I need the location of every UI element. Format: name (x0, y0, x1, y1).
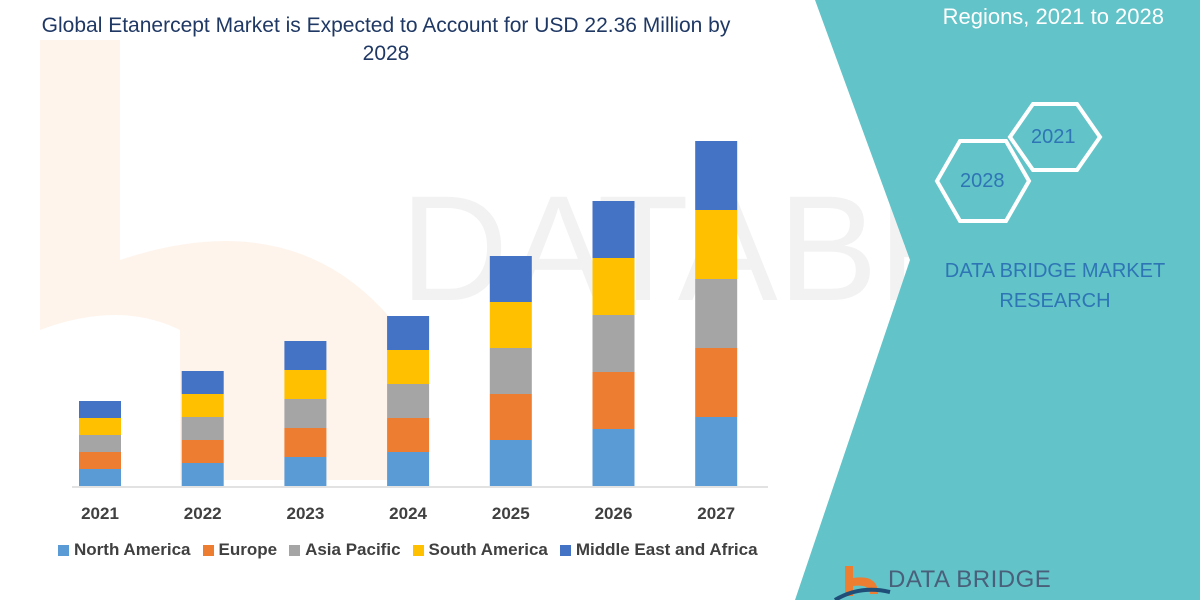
bar-segment-north-america-2024 (387, 452, 430, 486)
bar-segment-europe-2021 (79, 452, 121, 469)
legend-item: South America (412, 540, 548, 560)
x-tick-labels: 2021 2022 2023 2024 2025 2026 2027 (81, 504, 735, 523)
legend-label: North America (74, 540, 191, 559)
bar-segment-north-america-2021 (79, 469, 121, 486)
x-tick-label: 2026 (595, 504, 633, 523)
bar-segment-south-america-2022 (181, 394, 224, 417)
bar-segment-middle-east-and-africa-2024 (387, 316, 430, 350)
x-tick-label: 2023 (286, 504, 324, 523)
hex-label-2021: 2021 (1031, 126, 1076, 148)
logo-icon (833, 566, 891, 600)
bar-segment-middle-east-and-africa-2026 (592, 201, 635, 258)
bar-segment-south-america-2025 (489, 302, 532, 348)
bar-segment-middle-east-and-africa-2027 (695, 141, 738, 210)
bar-segment-asia-pacific-2027 (695, 279, 738, 348)
legend: North America Europe Asia Pacific South … (58, 540, 758, 560)
legend-label: Asia Pacific (305, 540, 401, 559)
bar-segment-europe-2024 (387, 418, 430, 452)
bar-segment-middle-east-and-africa-2025 (489, 256, 532, 302)
bar-segment-north-america-2027 (695, 417, 738, 486)
logo-text: DATA BRIDGE (888, 566, 1052, 593)
hexagon-2021 (1007, 102, 1103, 172)
bar-segment-south-america-2024 (387, 350, 430, 384)
bar-segment-europe-2027 (695, 348, 738, 417)
bar-segment-middle-east-and-africa-2022 (181, 371, 224, 394)
chart-title: Global Etanercept Market is Expected to … (41, 14, 731, 65)
legend-swatch (202, 544, 214, 556)
teal-side-panel (795, 0, 1200, 600)
bar-segment-europe-2026 (592, 372, 635, 429)
legend-item: Middle East and Africa (559, 540, 758, 560)
bar-segment-middle-east-and-africa-2021 (79, 401, 121, 418)
bar-segment-asia-pacific-2024 (387, 384, 430, 418)
legend-swatch (58, 544, 69, 556)
legend-item: Asia Pacific (289, 540, 401, 560)
bars-group (79, 141, 738, 486)
bar-segment-europe-2025 (489, 394, 532, 440)
bar-segment-asia-pacific-2021 (79, 435, 121, 452)
bar-segment-asia-pacific-2023 (284, 399, 327, 428)
bar-segment-south-america-2023 (284, 370, 327, 399)
side-title: Regions, 2021 to 2028 (942, 4, 1164, 29)
legend-swatch (289, 544, 301, 556)
legend-label: Europe (218, 540, 278, 559)
legend-item: North America (58, 540, 191, 560)
bar-segment-north-america-2026 (592, 429, 635, 486)
legend-label: South America (428, 540, 548, 559)
bar-segment-north-america-2022 (181, 463, 224, 486)
bar-segment-europe-2023 (284, 428, 327, 457)
bar-segment-europe-2022 (181, 440, 224, 463)
x-tick-label: 2021 (81, 504, 119, 523)
bar-segment-south-america-2027 (695, 210, 738, 279)
hexagon-2028 (934, 139, 1032, 223)
legend-item: Europe (202, 540, 278, 560)
bar-segment-asia-pacific-2025 (489, 348, 532, 394)
legend-swatch (412, 544, 424, 556)
legend-label: Middle East and Africa (575, 540, 758, 559)
x-tick-label: 2027 (697, 504, 735, 523)
bar-segment-north-america-2025 (489, 440, 532, 486)
x-tick-label: 2025 (492, 504, 530, 523)
bar-segment-south-america-2026 (592, 258, 635, 315)
x-tick-label: 2022 (184, 504, 222, 523)
x-tick-label: 2024 (389, 504, 427, 523)
brand-name: DATA BRIDGE MARKET RESEARCH (944, 260, 1166, 312)
hex-label-2028: 2028 (960, 170, 1005, 192)
bar-segment-north-america-2023 (284, 457, 327, 486)
bar-segment-south-america-2021 (79, 418, 121, 435)
bar-segment-middle-east-and-africa-2023 (284, 341, 327, 370)
legend-swatch (559, 544, 571, 556)
bar-segment-asia-pacific-2026 (592, 315, 635, 372)
bar-segment-asia-pacific-2022 (181, 417, 224, 440)
